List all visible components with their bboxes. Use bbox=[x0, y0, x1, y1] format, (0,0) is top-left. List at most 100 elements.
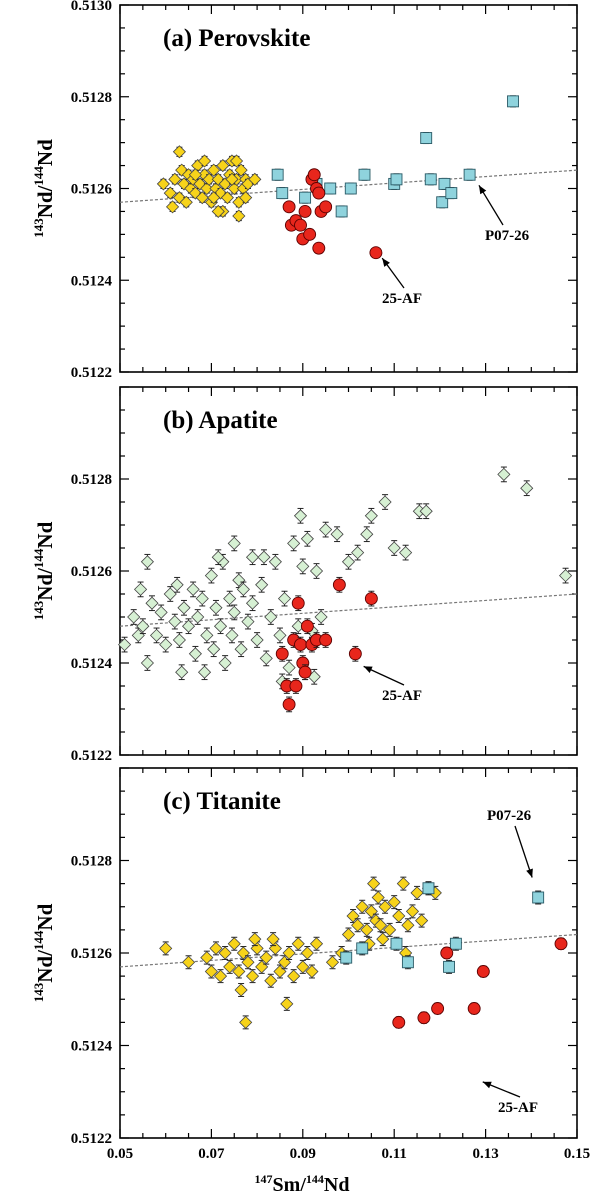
data-point bbox=[360, 527, 374, 541]
data-point bbox=[175, 665, 189, 679]
panel-title: (b) Apatite bbox=[163, 407, 278, 434]
data-point bbox=[298, 204, 312, 218]
data-point bbox=[227, 181, 241, 196]
data-point bbox=[287, 969, 301, 983]
data-point bbox=[387, 541, 401, 555]
data-point bbox=[476, 965, 490, 978]
y-tick-label: 0.5124 bbox=[71, 273, 113, 289]
data-point bbox=[207, 191, 221, 205]
data-point bbox=[298, 665, 312, 679]
data-point bbox=[218, 656, 232, 670]
data-point bbox=[277, 592, 292, 606]
annotation: 25-AF bbox=[381, 257, 422, 307]
data-point bbox=[223, 592, 237, 606]
x-tick-label: 0.13 bbox=[472, 1146, 498, 1162]
data-point bbox=[257, 550, 271, 564]
data-point bbox=[396, 877, 410, 891]
x-tick-label: 0.07 bbox=[198, 1146, 225, 1162]
data-point bbox=[234, 163, 248, 177]
annotation: 25-AF bbox=[482, 1081, 538, 1116]
data-point bbox=[159, 941, 173, 955]
data-point bbox=[172, 633, 186, 647]
data-point bbox=[364, 592, 378, 606]
data-point bbox=[229, 154, 244, 168]
data-point bbox=[195, 191, 209, 205]
data-point bbox=[259, 651, 273, 665]
data-point bbox=[218, 946, 232, 960]
data-point bbox=[276, 187, 289, 200]
y-tick-label: 0.5130 bbox=[71, 0, 112, 14]
annotation-label: P07-26 bbox=[485, 228, 530, 244]
plot-frame bbox=[119, 386, 578, 756]
data-point bbox=[211, 204, 225, 219]
y-tick-label: 0.5126 bbox=[71, 182, 113, 198]
data-point bbox=[367, 877, 381, 891]
data-point bbox=[289, 679, 303, 693]
data-point bbox=[291, 937, 305, 951]
data-point bbox=[172, 145, 186, 159]
data-point bbox=[236, 582, 250, 596]
data-point bbox=[264, 974, 278, 988]
data-point bbox=[259, 951, 273, 965]
data-point bbox=[390, 173, 403, 186]
data-point bbox=[264, 610, 278, 624]
data-point bbox=[369, 246, 383, 260]
data-point bbox=[225, 172, 239, 186]
data-point bbox=[204, 964, 218, 979]
data-point bbox=[293, 509, 308, 523]
data-point bbox=[200, 951, 214, 965]
x-axis-label: 147Sm/144Nd bbox=[255, 1172, 350, 1196]
data-point bbox=[232, 209, 246, 223]
data-point bbox=[245, 550, 260, 564]
y-tick-label: 0.5128 bbox=[71, 854, 112, 870]
data-point bbox=[314, 610, 328, 624]
data-point bbox=[467, 1002, 481, 1015]
y-axis-label: 143Nd/144Nd bbox=[31, 521, 57, 620]
series-circle bbox=[275, 576, 378, 713]
data-point bbox=[422, 882, 435, 895]
data-point bbox=[165, 200, 180, 214]
data-point bbox=[307, 168, 321, 182]
annotation-label: 25-AF bbox=[382, 688, 422, 704]
data-point bbox=[271, 168, 284, 181]
data-point bbox=[250, 633, 264, 647]
data-point bbox=[438, 177, 451, 190]
data-point bbox=[440, 946, 454, 960]
data-point bbox=[300, 619, 314, 633]
data-point bbox=[300, 532, 314, 546]
data-point bbox=[554, 937, 568, 951]
x-tick-label: 0.15 bbox=[564, 1146, 590, 1162]
data-point bbox=[282, 661, 296, 675]
data-point bbox=[207, 642, 221, 656]
data-point bbox=[376, 932, 390, 946]
data-point bbox=[204, 569, 218, 583]
data-point bbox=[296, 960, 310, 974]
data-point bbox=[186, 582, 200, 596]
data-point bbox=[207, 163, 221, 177]
data-point bbox=[294, 638, 307, 652]
data-point bbox=[163, 186, 177, 200]
data-point bbox=[280, 997, 294, 1011]
data-point bbox=[287, 536, 301, 550]
data-point bbox=[364, 509, 378, 523]
y-tick-label: 0.5128 bbox=[71, 90, 112, 106]
data-point bbox=[348, 647, 362, 661]
data-point bbox=[360, 923, 374, 937]
data-point bbox=[223, 960, 237, 974]
data-point bbox=[410, 886, 424, 900]
data-point bbox=[424, 173, 437, 186]
data-point bbox=[341, 555, 356, 569]
data-point bbox=[358, 168, 371, 181]
data-point bbox=[145, 596, 159, 610]
data-point bbox=[209, 601, 223, 615]
data-point bbox=[282, 946, 296, 960]
y-axis-label: 143Nd/144Nd bbox=[31, 903, 57, 1002]
data-point bbox=[300, 946, 314, 960]
data-point bbox=[216, 158, 230, 173]
data-point bbox=[449, 937, 462, 950]
data-point bbox=[341, 927, 356, 942]
panel-3: 0.5122 0.5124 0.5126 0.5128 0.05 0.07 0.09 0.11… bbox=[31, 767, 590, 1162]
data-point bbox=[118, 638, 132, 652]
data-point bbox=[266, 932, 280, 946]
y-tick-label: 0.5124 bbox=[71, 1039, 113, 1055]
